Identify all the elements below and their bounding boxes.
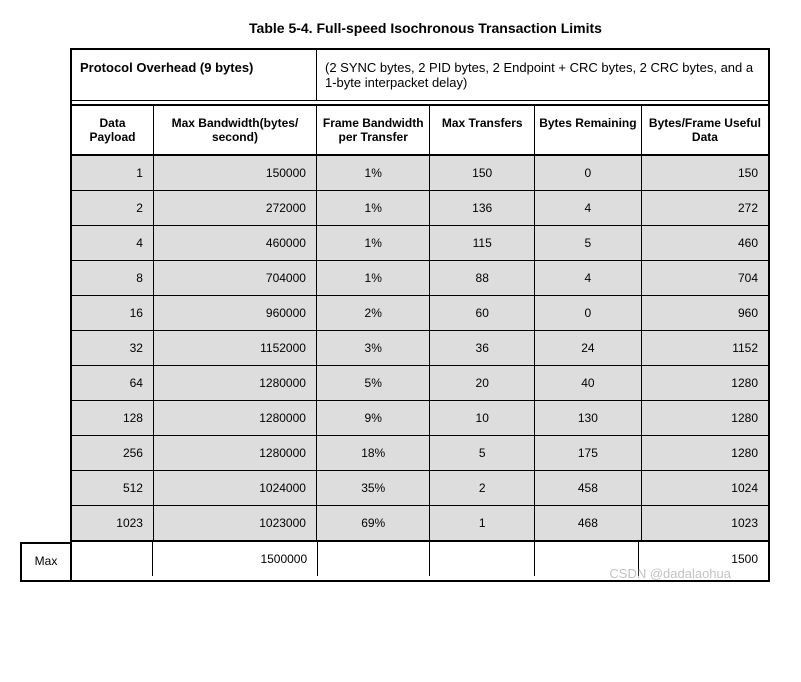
table-cell: 2% [316,296,430,331]
table-cell: 460 [641,226,768,261]
table-cell: 1024000 [153,471,316,506]
table-cell: 272 [641,191,768,226]
table-cell: 4 [72,226,153,261]
table-cell: 24 [534,331,641,366]
table-cell: 1023 [72,506,153,541]
data-table: Data Payload Max Bandwidth(bytes/ second… [72,106,768,540]
table-cell: 460000 [153,226,316,261]
table-cell: 36 [430,331,534,366]
table-cell: 1% [316,226,430,261]
watermark: CSDN @dadalaohua [20,566,731,581]
table-cell: 8 [72,261,153,296]
table-cell: 2 [430,471,534,506]
table-row: 44600001%1155460 [72,226,768,261]
table-cell: 256 [72,436,153,471]
table-cell: 1% [316,155,430,191]
table-cell: 20 [430,366,534,401]
table-row: 256128000018%51751280 [72,436,768,471]
col-useful: Bytes/Frame Useful Data [641,106,768,155]
table-cell: 5 [534,226,641,261]
table-cell: 128 [72,401,153,436]
table-cell: 1280000 [153,436,316,471]
table-cell: 10 [430,401,534,436]
table-row: 169600002%600960 [72,296,768,331]
column-header-row: Data Payload Max Bandwidth(bytes/ second… [72,106,768,155]
table-cell: 1280000 [153,366,316,401]
protocol-overhead-desc: (2 SYNC bytes, 2 PID bytes, 2 Endpoint +… [317,50,768,100]
protocol-row: Protocol Overhead (9 bytes) (2 SYNC byte… [72,50,768,101]
table-cell: 458 [534,471,641,506]
table-cell: 115 [430,226,534,261]
table-cell: 4 [534,261,641,296]
table-cell: 69% [316,506,430,541]
col-max-transfers: Max Transfers [430,106,534,155]
table-cell: 4 [534,191,641,226]
table-cell: 960000 [153,296,316,331]
table-cell: 1280000 [153,401,316,436]
table-cell: 18% [316,436,430,471]
table-cell: 1023 [641,506,768,541]
table-cell: 2 [72,191,153,226]
table-row: 512102400035%24581024 [72,471,768,506]
table-cell: 40 [534,366,641,401]
table-cell: 35% [316,471,430,506]
table-cell: 5 [430,436,534,471]
table-cell: 88 [430,261,534,296]
table-cell: 150000 [153,155,316,191]
table-row: 1023102300069%14681023 [72,506,768,541]
table-cell: 150 [641,155,768,191]
table-cell: 704 [641,261,768,296]
table-cell: 1024 [641,471,768,506]
table-row: 6412800005%20401280 [72,366,768,401]
table-cell: 1152000 [153,331,316,366]
table-cell: 5% [316,366,430,401]
table-cell: 130 [534,401,641,436]
table-cell: 960 [641,296,768,331]
table-cell: 1 [430,506,534,541]
table-cell: 1280 [641,366,768,401]
table-title: Table 5-4. Full-speed Isochronous Transa… [70,20,781,36]
table-cell: 704000 [153,261,316,296]
table-cell: 1023000 [153,506,316,541]
col-frame: Frame Bandwidth per Transfer [316,106,430,155]
table-row: 22720001%1364272 [72,191,768,226]
table-cell: 16 [72,296,153,331]
table-cell: 272000 [153,191,316,226]
table-cell: 1% [316,261,430,296]
table-body: 11500001%150015022720001%136427244600001… [72,155,768,540]
col-payload: Data Payload [72,106,153,155]
table-cell: 1% [316,191,430,226]
table-cell: 136 [430,191,534,226]
table-cell: 1 [72,155,153,191]
table-cell: 512 [72,471,153,506]
table-cell: 32 [72,331,153,366]
table-row: 12812800009%101301280 [72,401,768,436]
table-cell: 0 [534,155,641,191]
table-cell: 468 [534,506,641,541]
table-cell: 64 [72,366,153,401]
table-row: 3211520003%36241152 [72,331,768,366]
table-row: 11500001%1500150 [72,155,768,191]
table-container: Protocol Overhead (9 bytes) (2 SYNC byte… [70,48,770,542]
col-bandwidth: Max Bandwidth(bytes/ second) [153,106,316,155]
table-cell: 1280 [641,436,768,471]
table-cell: 3% [316,331,430,366]
table-cell: 175 [534,436,641,471]
table-cell: 150 [430,155,534,191]
table-cell: 60 [430,296,534,331]
table-cell: 9% [316,401,430,436]
table-cell: 1152 [641,331,768,366]
protocol-overhead-label: Protocol Overhead (9 bytes) [72,50,317,100]
table-row: 87040001%884704 [72,261,768,296]
table-cell: 0 [534,296,641,331]
col-remaining: Bytes Remaining [534,106,641,155]
table-cell: 1280 [641,401,768,436]
